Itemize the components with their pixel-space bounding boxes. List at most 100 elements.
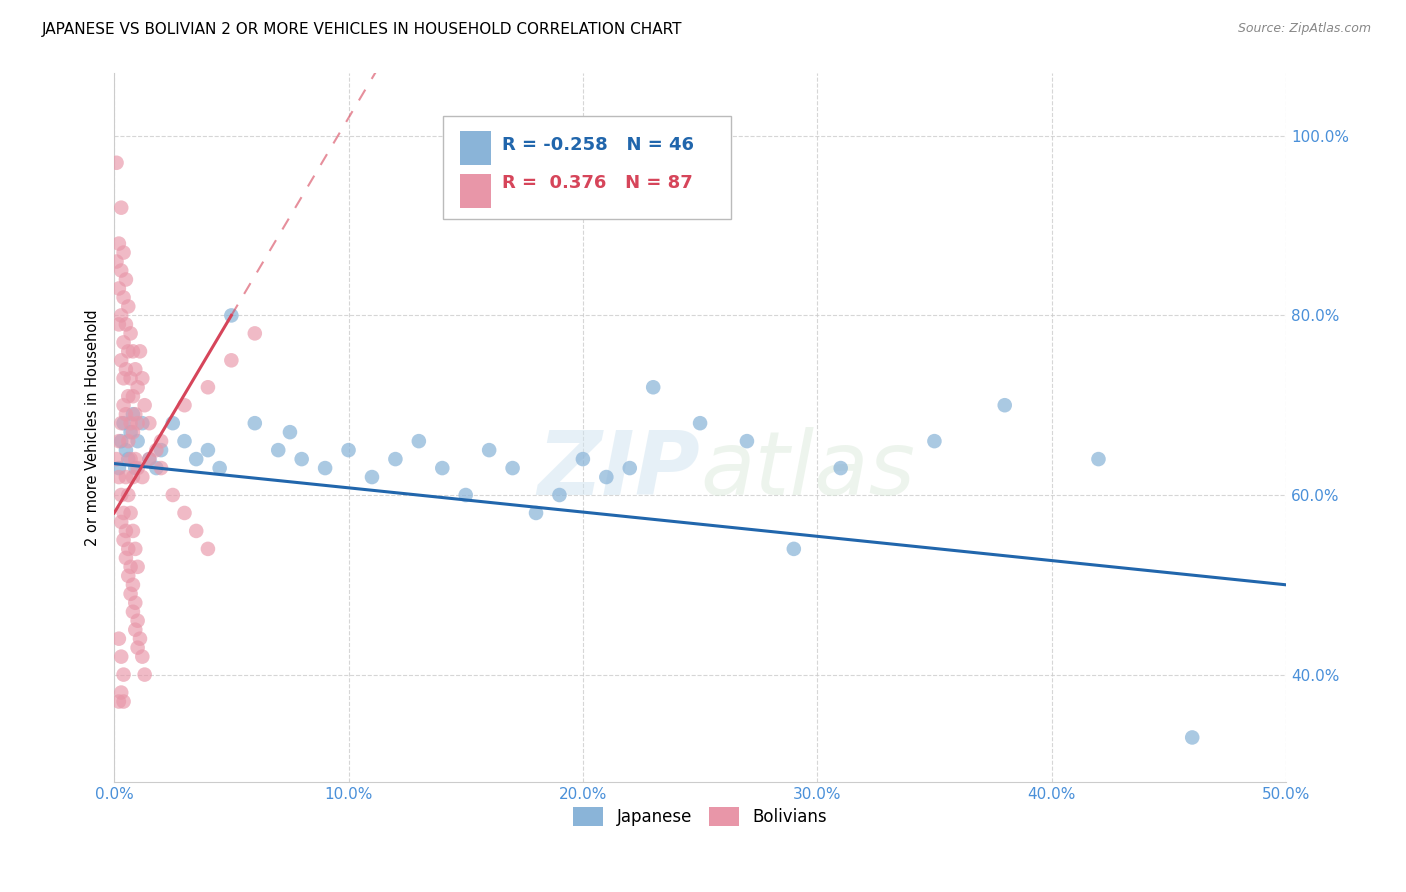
Point	[994, 398, 1017, 412]
Point	[115, 470, 138, 484]
Point	[127, 380, 149, 394]
Point	[243, 326, 266, 341]
Point	[112, 533, 135, 547]
Point	[138, 452, 160, 467]
Text: atlas: atlas	[700, 427, 915, 513]
Point	[129, 632, 152, 646]
Point	[145, 461, 167, 475]
Point	[122, 524, 145, 538]
Point	[162, 488, 184, 502]
Point	[337, 443, 360, 458]
Point	[127, 434, 149, 449]
Point	[110, 488, 132, 502]
Point	[112, 371, 135, 385]
Point	[291, 452, 314, 467]
Text: JAPANESE VS BOLIVIAN 2 OR MORE VEHICLES IN HOUSEHOLD CORRELATION CHART: JAPANESE VS BOLIVIAN 2 OR MORE VEHICLES …	[42, 22, 683, 37]
Text: R = -0.258   N = 46: R = -0.258 N = 46	[502, 136, 695, 153]
Point	[115, 407, 138, 421]
Point	[110, 416, 132, 430]
Point	[643, 380, 665, 394]
Point	[127, 559, 149, 574]
Point	[267, 443, 290, 458]
Point	[408, 434, 430, 449]
Point	[108, 694, 131, 708]
Point	[117, 452, 139, 467]
Point	[115, 550, 138, 565]
Point	[115, 362, 138, 376]
Point	[120, 506, 142, 520]
Point	[186, 524, 208, 538]
Point	[454, 488, 477, 502]
Point	[145, 443, 167, 458]
Point	[548, 488, 571, 502]
Point	[117, 541, 139, 556]
Point	[122, 605, 145, 619]
Point	[122, 389, 145, 403]
Point	[117, 488, 139, 502]
Point	[361, 470, 384, 484]
Point	[115, 443, 138, 458]
Point	[150, 434, 173, 449]
Point	[110, 353, 132, 368]
Point	[127, 416, 149, 430]
Point	[186, 452, 208, 467]
Point	[595, 470, 617, 484]
Point	[572, 452, 595, 467]
Point	[278, 425, 301, 439]
Point	[432, 461, 454, 475]
Point	[105, 452, 128, 467]
Point	[110, 649, 132, 664]
Point	[110, 309, 132, 323]
Point	[120, 326, 142, 341]
Text: R =  0.376   N = 87: R = 0.376 N = 87	[502, 174, 693, 192]
Point	[112, 335, 135, 350]
Point	[150, 443, 173, 458]
Point	[162, 416, 184, 430]
Point	[150, 461, 173, 475]
Point	[108, 318, 131, 332]
Point	[115, 524, 138, 538]
Point	[221, 309, 243, 323]
Point	[120, 425, 142, 439]
Point	[117, 300, 139, 314]
Point	[108, 434, 131, 449]
Point	[478, 443, 501, 458]
Point	[105, 254, 128, 268]
Point	[117, 344, 139, 359]
Point	[134, 398, 156, 412]
Point	[197, 443, 219, 458]
Point	[131, 649, 153, 664]
Point	[112, 694, 135, 708]
Point	[124, 452, 146, 467]
Point	[124, 596, 146, 610]
Point	[112, 290, 135, 304]
Point	[138, 416, 160, 430]
Point	[124, 407, 146, 421]
Point	[112, 245, 135, 260]
Point	[138, 452, 160, 467]
Point	[120, 452, 142, 467]
Point	[108, 470, 131, 484]
Point	[122, 578, 145, 592]
Point	[619, 461, 641, 475]
Point	[122, 344, 145, 359]
Point	[1087, 452, 1109, 467]
Point	[129, 344, 152, 359]
Point	[122, 470, 145, 484]
Point	[115, 318, 138, 332]
Point	[131, 371, 153, 385]
Point	[197, 380, 219, 394]
Point	[1181, 731, 1204, 745]
Y-axis label: 2 or more Vehicles in Household: 2 or more Vehicles in Household	[86, 310, 100, 546]
Point	[122, 407, 145, 421]
Point	[110, 201, 132, 215]
Point	[524, 506, 547, 520]
Legend: Japanese, Bolivians: Japanese, Bolivians	[565, 798, 835, 834]
Text: Source: ZipAtlas.com: Source: ZipAtlas.com	[1237, 22, 1371, 36]
Point	[384, 452, 406, 467]
Point	[173, 398, 195, 412]
Point	[735, 434, 758, 449]
Point	[117, 569, 139, 583]
Point	[120, 371, 142, 385]
Point	[124, 541, 146, 556]
